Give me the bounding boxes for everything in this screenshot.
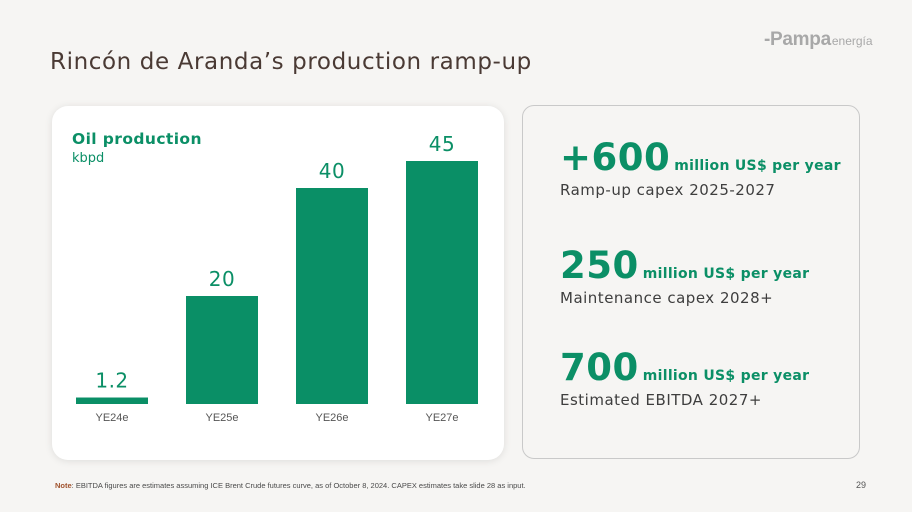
bar-ye27e	[406, 161, 478, 404]
page-number: 29	[856, 480, 867, 490]
page-title: Rincón de Aranda’s production ramp-up	[50, 49, 532, 75]
kpi-value: 700	[560, 346, 639, 389]
bar-ye25e	[186, 296, 258, 404]
kpi-unit: million US$ per year	[642, 266, 810, 282]
kpi-value: +600	[560, 136, 671, 179]
kpi-description: Estimated EBITDA 2027+	[560, 391, 762, 409]
bar-value-label: 1.2	[95, 369, 128, 393]
kpi-description: Ramp-up capex 2025-2027	[560, 181, 776, 199]
chart-unit-label: kbpd	[72, 151, 105, 166]
x-tick-label: YE24e	[95, 412, 128, 424]
oil-production-chart: 1.2 YE24e 20 YE25e 40 YE26e 45 YE27e	[76, 132, 478, 424]
kpi-estimated-ebitda: 700 million US$ per year Estimated EBITDA…	[560, 346, 809, 409]
bar-value-label: 20	[209, 267, 235, 291]
x-tick-label: YE25e	[205, 412, 238, 424]
footnote: Note: EBITDA figures are estimates assum…	[55, 481, 526, 490]
kpi-description: Maintenance capex 2028+	[560, 289, 774, 307]
logo-brand: -Pampa	[764, 29, 831, 50]
bar-ye26e	[296, 188, 368, 404]
oil-production-chart-card: 1.2 YE24e 20 YE25e 40 YE26e 45 YE27e Oil produc…	[52, 106, 504, 460]
kpi-ramp-up-capex: +600 million US$ per year Ramp-up capex 2…	[560, 136, 841, 199]
footnote-text: : EBITDA figures are estimates assuming …	[71, 481, 526, 490]
kpi-value: 250	[560, 244, 639, 287]
kpi-card: +600 million US$ per year Ramp-up capex 2…	[522, 105, 860, 459]
chart-title: Oil production	[72, 130, 202, 148]
footnote-label: Note	[55, 481, 72, 490]
pampa-energia-logo: -Pampaenergía	[764, 29, 873, 51]
kpi-maintenance-capex: 250 million US$ per year Maintenance cape…	[560, 244, 809, 307]
kpi-unit: million US$ per year	[642, 368, 810, 384]
logo-sub: energía	[831, 34, 873, 48]
bar-ye24e	[76, 397, 148, 404]
x-tick-label: YE26e	[315, 412, 348, 424]
bar-value-label: 45	[429, 132, 455, 156]
x-tick-label: YE27e	[425, 412, 458, 424]
kpi-unit: million US$ per year	[674, 158, 841, 174]
bar-value-label: 40	[319, 159, 345, 183]
